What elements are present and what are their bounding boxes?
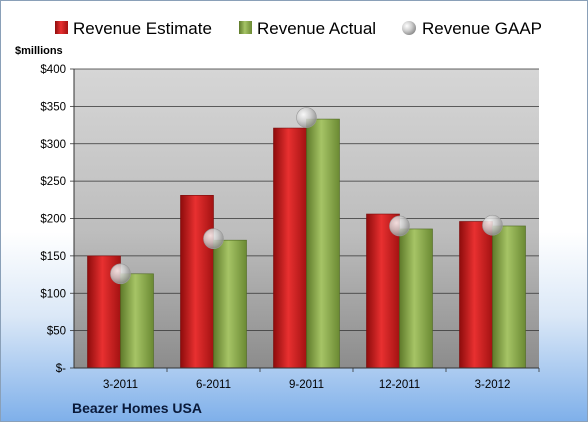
x-tick-label: 6-2011 bbox=[196, 379, 231, 391]
y-tick-label: $250 bbox=[40, 176, 66, 188]
legend-label-revenue-estimate: Revenue Estimate bbox=[73, 19, 212, 38]
y-tick-label: $50 bbox=[47, 326, 66, 338]
gaap-marker bbox=[389, 215, 410, 237]
legend-swatch-revenue-actual bbox=[239, 21, 252, 34]
legend-label-revenue-gaap: Revenue GAAP bbox=[422, 19, 542, 38]
y-tick-label: $150 bbox=[40, 251, 66, 263]
legend: Revenue Estimate Revenue Actual Revenue … bbox=[55, 19, 542, 38]
bar-revenue-actual bbox=[399, 228, 433, 369]
company-name: Beazer Homes USA bbox=[72, 400, 202, 416]
bar-revenue-estimate bbox=[459, 221, 493, 369]
bar-revenue-actual bbox=[213, 239, 247, 369]
y-tick-label: $350 bbox=[40, 101, 66, 113]
y-tick-label: $300 bbox=[40, 139, 66, 151]
bar-revenue-estimate bbox=[180, 195, 214, 369]
x-tick-label: 12-2011 bbox=[379, 379, 420, 391]
legend-swatch-revenue-estimate bbox=[55, 21, 68, 34]
legend-marker-revenue-gaap bbox=[402, 21, 416, 35]
y-tick-label: $- bbox=[56, 363, 66, 375]
bars bbox=[87, 118, 526, 369]
gaap-markers bbox=[110, 107, 503, 285]
gaap-marker bbox=[482, 214, 503, 236]
bar-revenue-actual bbox=[120, 273, 154, 369]
x-tick-label: 3-2012 bbox=[475, 379, 511, 391]
y-tick-label: $400 bbox=[40, 64, 66, 76]
gaap-marker bbox=[203, 228, 224, 249]
bar-revenue-estimate bbox=[273, 127, 307, 369]
y-tick-label: $200 bbox=[40, 214, 66, 226]
x-axis: 3-2011 6-2011 9-2011 12-2011 3-2012 bbox=[74, 367, 540, 391]
x-tick-label: 9-2011 bbox=[289, 379, 324, 391]
unit-label: $millions bbox=[15, 45, 63, 57]
bar-revenue-actual bbox=[492, 225, 526, 369]
bar-revenue-estimate bbox=[366, 213, 400, 369]
x-tick-label: 3-2011 bbox=[103, 379, 138, 391]
y-axis: $- $50 $100 $150 $200 $250 $300 $350 $400 bbox=[40, 64, 75, 375]
y-tick-label: $100 bbox=[40, 288, 66, 300]
gaap-marker bbox=[110, 263, 131, 285]
legend-label-revenue-actual: Revenue Actual bbox=[257, 19, 376, 38]
gaap-marker bbox=[296, 107, 317, 128]
bar-revenue-actual bbox=[306, 118, 340, 369]
